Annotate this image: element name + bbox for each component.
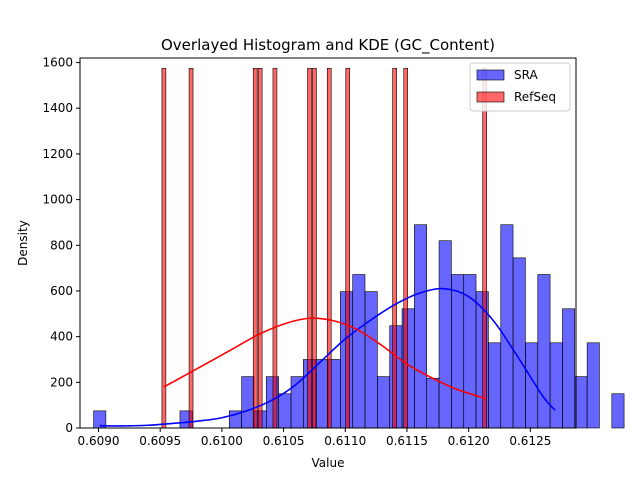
sra-histogram-bar [488,342,502,429]
refseq-series [161,67,487,429]
y-tick-label: 1400 [42,101,73,115]
refseq-histogram-bar [161,67,167,429]
x-tick-label: 0.6090 [78,434,120,448]
legend-swatch-refseq [476,91,505,103]
refseq-histogram-bar [272,67,278,429]
chart-title: Overlayed Histogram and KDE (GC_Content) [161,36,495,55]
sra-histogram-bar [537,274,551,429]
sra-histogram-bar [364,291,378,429]
y-tick-label: 200 [50,375,73,389]
sra-histogram-bar [377,376,390,429]
legend-label-sra: SRA [514,68,538,82]
refseq-histogram-bar [257,67,263,429]
refseq-histogram-bar [188,67,194,429]
y-tick-label: 1600 [42,56,73,70]
sra-kde-line [99,287,556,427]
y-tick-label: 1000 [42,193,73,207]
refseq-histogram-bar [345,67,351,429]
legend-swatch-sra [476,69,505,81]
refseq-histogram-bar [403,67,409,429]
x-tick-label: 0.6115 [386,434,428,448]
refseq-histogram-bar [392,67,397,429]
sra-histogram-bar [512,257,526,429]
sra-histogram-bar [562,308,576,429]
y-tick-label: 1200 [42,147,73,161]
sra-series [93,224,625,429]
x-tick-label: 0.6125 [509,434,551,448]
sra-histogram-bar [278,393,292,429]
legend: SRA RefSeq [469,62,571,112]
x-tick-label: 0.6100 [201,434,243,448]
refseq-histogram-bar [482,67,487,429]
y-axis-label: Density [16,220,30,266]
refseq-kde-line [163,317,486,401]
x-tick-label: 0.6105 [263,434,305,448]
sra-histogram-bar [500,224,514,429]
sra-histogram-bar [549,342,563,429]
sra-histogram-bar [574,376,588,429]
y-tick-label: 0 [65,421,73,435]
y-axis: 0 200 400 600 800 1000 1200 1400 1600 [42,56,80,435]
refseq-histogram-bar [326,67,332,429]
plot-marks [93,67,625,429]
sra-histogram-bar [438,240,452,429]
x-tick-label: 0.6110 [324,434,366,448]
y-tick-label: 600 [50,284,73,298]
refseq-histogram-bar [312,67,317,429]
sra-histogram-bar [586,342,600,429]
plot-frame [79,57,577,429]
x-axis-label: Value [312,456,345,470]
y-tick-label: 400 [50,330,73,344]
refseq-histogram-bar [252,67,258,429]
sra-histogram-bar [315,359,329,429]
sra-histogram-bar [426,377,440,429]
sra-histogram-bar [352,274,366,429]
y-tick-label: 800 [50,238,73,252]
x-tick-label: 0.6120 [448,434,490,448]
sra-histogram-bar [414,224,427,429]
sra-histogram-bar [611,393,625,429]
sra-histogram-bar [241,376,255,429]
sra-histogram-bar [451,274,464,429]
legend-label-refseq: RefSeq [514,90,556,104]
x-axis: 0.6090 0.6095 0.6100 0.6105 0.6110 0.6115 0.61… [78,428,551,448]
x-tick-label: 0.6095 [139,434,181,448]
